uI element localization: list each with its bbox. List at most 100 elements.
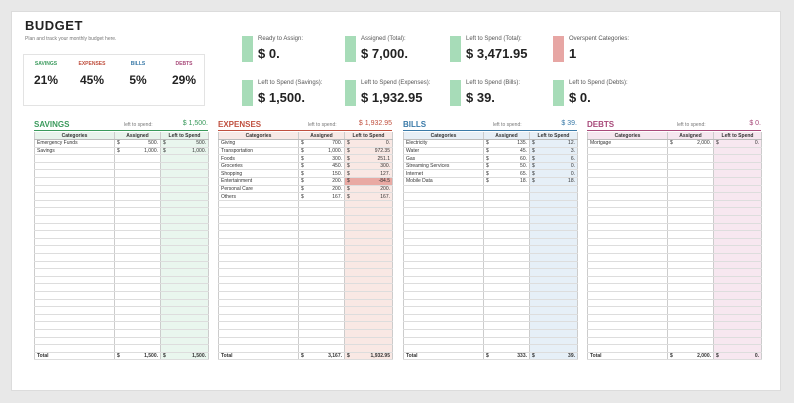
left-cell[interactable]: [160, 230, 209, 239]
left-cell[interactable]: [344, 200, 393, 209]
left-cell[interactable]: [713, 192, 762, 201]
left-cell[interactable]: $0.: [529, 162, 578, 171]
left-cell[interactable]: [160, 291, 209, 300]
assigned-cell[interactable]: [483, 207, 530, 217]
assigned-cell[interactable]: [483, 337, 530, 346]
category-cell[interactable]: [587, 230, 668, 239]
assigned-cell[interactable]: [298, 238, 345, 247]
assigned-cell[interactable]: [667, 291, 714, 300]
left-cell[interactable]: [529, 268, 578, 277]
assigned-cell[interactable]: [667, 207, 714, 217]
left-cell[interactable]: [160, 344, 209, 353]
assigned-cell[interactable]: $60.: [483, 154, 530, 163]
category-cell[interactable]: [587, 200, 668, 209]
category-cell[interactable]: [218, 344, 299, 353]
left-cell[interactable]: [344, 283, 393, 292]
left-cell[interactable]: [529, 245, 578, 254]
assigned-cell[interactable]: $700.: [298, 139, 345, 148]
left-cell[interactable]: $167.: [344, 192, 393, 201]
category-cell[interactable]: [587, 245, 668, 254]
left-cell[interactable]: [160, 192, 209, 201]
assigned-cell[interactable]: [114, 185, 161, 194]
assigned-cell[interactable]: [483, 185, 530, 194]
category-cell[interactable]: [403, 245, 484, 254]
left-cell[interactable]: [713, 147, 762, 156]
left-cell[interactable]: [160, 154, 209, 163]
assigned-cell[interactable]: [298, 215, 345, 224]
assigned-cell[interactable]: [298, 276, 345, 285]
left-cell[interactable]: [160, 261, 209, 270]
assigned-cell[interactable]: [114, 291, 161, 300]
category-cell[interactable]: [34, 162, 115, 171]
category-cell[interactable]: [587, 329, 668, 338]
left-cell[interactable]: [344, 344, 393, 353]
assigned-cell[interactable]: [667, 329, 714, 338]
left-cell[interactable]: [160, 253, 209, 262]
category-cell[interactable]: [34, 154, 115, 163]
category-cell[interactable]: [587, 238, 668, 247]
category-cell[interactable]: [403, 200, 484, 209]
category-cell[interactable]: [218, 253, 299, 262]
left-cell[interactable]: [529, 329, 578, 338]
left-cell[interactable]: [344, 245, 393, 254]
left-cell[interactable]: $1,000.: [160, 147, 209, 156]
category-cell[interactable]: [34, 238, 115, 247]
category-cell[interactable]: [403, 238, 484, 247]
left-cell[interactable]: [344, 230, 393, 239]
category-cell[interactable]: [587, 192, 668, 201]
assigned-cell[interactable]: [667, 223, 714, 232]
assigned-cell[interactable]: [667, 177, 714, 186]
category-cell[interactable]: [218, 329, 299, 338]
assigned-cell[interactable]: [483, 215, 530, 224]
left-cell[interactable]: [713, 223, 762, 232]
category-cell[interactable]: [218, 238, 299, 247]
category-cell[interactable]: [403, 268, 484, 277]
category-cell[interactable]: [218, 230, 299, 239]
assigned-cell[interactable]: [298, 337, 345, 346]
left-cell[interactable]: [344, 238, 393, 247]
assigned-cell[interactable]: [298, 306, 345, 315]
left-cell[interactable]: [344, 207, 393, 217]
left-cell[interactable]: [344, 253, 393, 262]
left-cell[interactable]: [713, 215, 762, 224]
category-cell[interactable]: [218, 321, 299, 330]
assigned-cell[interactable]: [114, 238, 161, 247]
left-cell[interactable]: $12.: [529, 139, 578, 148]
category-cell[interactable]: [34, 185, 115, 194]
assigned-cell[interactable]: $150.: [298, 169, 345, 179]
left-cell[interactable]: $18.: [529, 177, 578, 186]
assigned-cell[interactable]: [667, 245, 714, 254]
assigned-cell[interactable]: [483, 230, 530, 239]
assigned-cell[interactable]: [667, 200, 714, 209]
left-cell[interactable]: [713, 283, 762, 292]
assigned-cell[interactable]: $50.: [483, 162, 530, 171]
left-cell[interactable]: [529, 200, 578, 209]
category-cell[interactable]: [34, 253, 115, 262]
left-cell[interactable]: [160, 276, 209, 285]
category-cell[interactable]: [403, 337, 484, 346]
assigned-cell[interactable]: [114, 329, 161, 338]
category-cell[interactable]: [34, 207, 115, 217]
assigned-cell[interactable]: [298, 321, 345, 330]
assigned-cell[interactable]: [298, 299, 345, 308]
left-cell[interactable]: $127.: [344, 169, 393, 179]
left-cell[interactable]: [529, 306, 578, 315]
left-cell[interactable]: [160, 177, 209, 186]
category-cell[interactable]: [218, 268, 299, 277]
assigned-cell[interactable]: [483, 314, 530, 323]
left-cell[interactable]: [713, 299, 762, 308]
category-cell[interactable]: [34, 223, 115, 232]
category-cell[interactable]: [403, 276, 484, 285]
assigned-cell[interactable]: [483, 299, 530, 308]
category-cell[interactable]: [34, 200, 115, 209]
category-cell[interactable]: [34, 337, 115, 346]
left-cell[interactable]: [713, 207, 762, 217]
left-cell[interactable]: [160, 314, 209, 323]
category-cell[interactable]: [587, 299, 668, 308]
left-cell[interactable]: [160, 245, 209, 254]
category-cell[interactable]: [587, 253, 668, 262]
left-cell[interactable]: [529, 314, 578, 323]
left-cell[interactable]: [713, 344, 762, 353]
category-cell[interactable]: [587, 207, 668, 217]
category-cell[interactable]: [403, 306, 484, 315]
